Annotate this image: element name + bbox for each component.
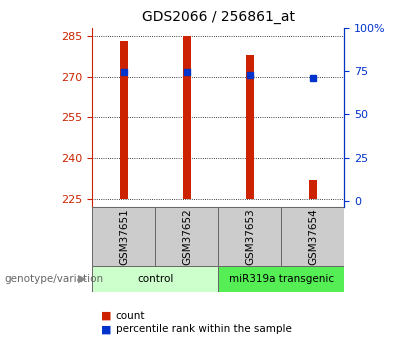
Text: ■: ■ — [101, 325, 111, 334]
Text: GSM37653: GSM37653 — [245, 208, 255, 265]
Bar — [218, 207, 281, 266]
Bar — [92, 207, 155, 266]
Title: GDS2066 / 256861_at: GDS2066 / 256861_at — [142, 10, 295, 24]
Text: ■: ■ — [101, 311, 111, 321]
Bar — [309, 180, 317, 199]
Text: GSM37652: GSM37652 — [182, 208, 192, 265]
Text: control: control — [137, 274, 173, 284]
Text: GSM37654: GSM37654 — [308, 208, 318, 265]
Bar — [281, 207, 344, 266]
Bar — [120, 41, 128, 199]
Text: GSM37651: GSM37651 — [119, 208, 129, 265]
Bar — [183, 36, 191, 199]
Text: percentile rank within the sample: percentile rank within the sample — [116, 325, 291, 334]
Text: ▶: ▶ — [78, 274, 86, 284]
Bar — [246, 55, 254, 199]
Text: count: count — [116, 311, 145, 321]
Bar — [218, 266, 344, 292]
Bar — [92, 266, 218, 292]
Text: miR319a transgenic: miR319a transgenic — [229, 274, 334, 284]
Bar — [155, 207, 218, 266]
Text: genotype/variation: genotype/variation — [4, 274, 103, 284]
